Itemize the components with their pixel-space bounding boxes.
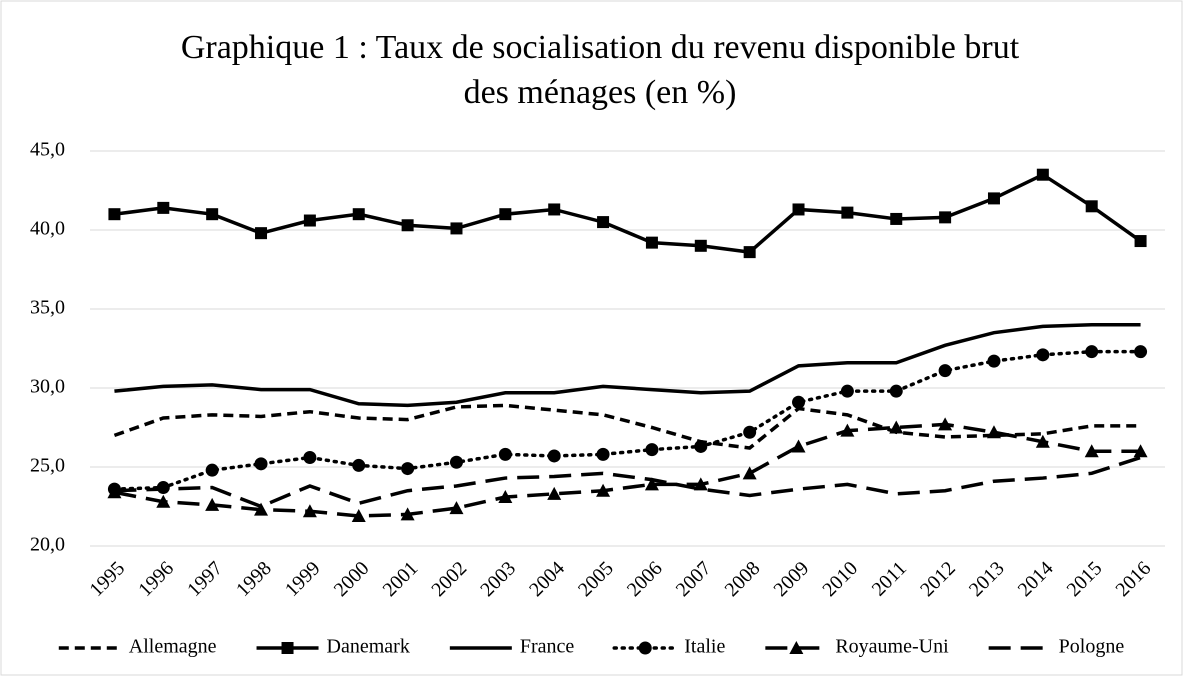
- marker: [889, 384, 903, 398]
- marker: [1036, 168, 1049, 181]
- marker: [303, 214, 316, 227]
- marker: [596, 483, 611, 497]
- marker: [303, 451, 317, 465]
- marker: [1035, 434, 1050, 448]
- marker: [1134, 345, 1148, 359]
- marker: [644, 477, 659, 491]
- marker: [449, 455, 463, 469]
- marker: [1036, 348, 1050, 362]
- marker: [1133, 444, 1148, 458]
- marker: [938, 364, 952, 378]
- chart-title: des ménages (en %): [464, 74, 737, 111]
- marker: [548, 203, 561, 216]
- marker: [449, 501, 464, 515]
- marker: [645, 443, 659, 457]
- marker: [108, 208, 121, 221]
- series-line: [114, 455, 1142, 509]
- marker: [351, 508, 366, 522]
- marker: [987, 192, 1000, 205]
- marker: [352, 208, 365, 221]
- marker: [597, 216, 610, 229]
- marker: [498, 447, 512, 461]
- marker: [791, 439, 806, 453]
- marker: [939, 211, 952, 224]
- marker: [450, 222, 463, 235]
- marker: [694, 239, 707, 252]
- marker: [254, 457, 268, 471]
- marker: [840, 423, 855, 437]
- series-line: [113, 403, 1141, 450]
- marker: [789, 641, 804, 654]
- marker: [547, 449, 561, 463]
- marker: [743, 246, 756, 259]
- y-tick-label: 45,0: [30, 139, 65, 161]
- marker: [986, 425, 1001, 439]
- marker: [352, 458, 366, 472]
- legend-label: Royaume-Uni: [835, 636, 949, 658]
- legend-label: Pologne: [1059, 636, 1125, 658]
- marker: [596, 447, 610, 461]
- marker: [401, 219, 414, 232]
- marker: [107, 485, 122, 499]
- marker: [840, 384, 854, 398]
- marker: [792, 395, 806, 409]
- marker: [987, 354, 1001, 368]
- legend-label: France: [520, 636, 575, 658]
- marker: [205, 463, 219, 477]
- marker: [401, 462, 415, 476]
- y-tick-label: 35,0: [30, 297, 65, 319]
- marker: [889, 420, 904, 434]
- marker: [498, 490, 513, 504]
- y-tick-label: 40,0: [30, 218, 65, 240]
- legend-label: Danemark: [327, 636, 410, 658]
- marker: [302, 504, 317, 518]
- marker: [638, 641, 652, 655]
- marker: [938, 417, 953, 431]
- marker: [645, 236, 658, 249]
- marker: [841, 206, 854, 219]
- legend-label: Allemagne: [129, 636, 217, 658]
- series-line: [114, 172, 1142, 254]
- marker: [742, 466, 757, 480]
- marker: [205, 497, 220, 511]
- marker: [547, 486, 562, 500]
- marker: [156, 494, 171, 508]
- marker: [694, 439, 708, 453]
- chart-title: Graphique 1 : Taux de socialisation du r…: [181, 29, 1020, 66]
- marker: [400, 507, 415, 521]
- y-tick-label: 20,0: [30, 534, 65, 556]
- y-tick-label: 25,0: [30, 455, 65, 477]
- marker: [157, 201, 170, 214]
- legend-label: Italie: [684, 636, 725, 658]
- marker: [499, 208, 512, 221]
- series-line: [114, 323, 1141, 408]
- marker: [1085, 200, 1098, 213]
- marker: [743, 425, 757, 439]
- marker: [792, 203, 805, 216]
- y-tick-label: 30,0: [30, 376, 65, 398]
- marker: [890, 212, 903, 225]
- marker: [1134, 235, 1147, 248]
- marker: [1085, 345, 1099, 359]
- marker: [281, 642, 294, 654]
- series-line: [114, 422, 1141, 518]
- marker: [255, 227, 268, 240]
- series-line: [112, 349, 1143, 491]
- marker: [254, 502, 269, 516]
- marker: [1084, 444, 1099, 458]
- marker: [206, 208, 219, 221]
